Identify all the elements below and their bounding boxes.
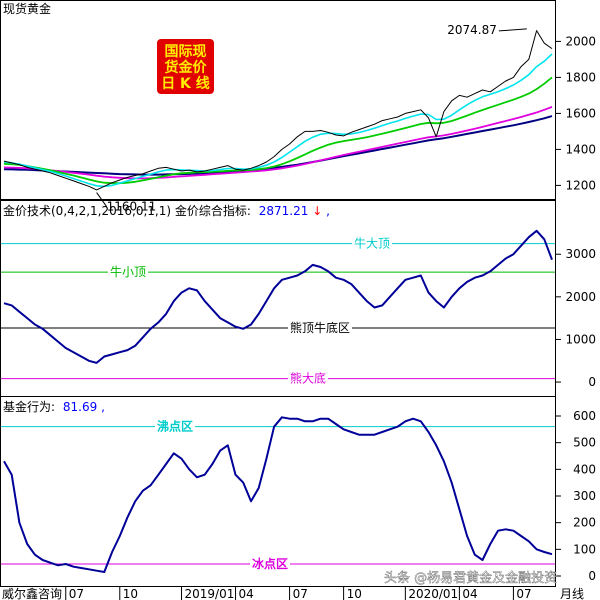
reference-label-bg <box>288 320 352 335</box>
badge-line-1: 国际现 <box>165 44 207 60</box>
x-tick-label: 2020/01 <box>408 587 458 600</box>
reference-label: 冰点区 <box>252 556 288 571</box>
reference-label-bg <box>155 419 195 434</box>
series-ma-longest <box>3 115 553 176</box>
y-tick-label: 1800 <box>565 70 596 84</box>
annotation-high-label: 2074.87 <box>447 23 497 37</box>
down-arrow-icon: ↓ <box>312 204 322 218</box>
fund-panel-frame <box>0 396 556 587</box>
indicator-current-value: 2871.21 <box>259 204 309 218</box>
y-tick-label: 100 <box>573 542 596 556</box>
y-tick-label: 1000 <box>565 332 596 346</box>
x-tick-label: 04 <box>462 587 477 600</box>
fund-current-value: 81.69 <box>63 400 97 414</box>
reference-label: 熊顶牛底区 <box>290 320 350 335</box>
annotation-low-label: 1160.11 <box>107 200 157 214</box>
y-tick-label: 300 <box>573 489 596 503</box>
price-series-group <box>3 30 553 191</box>
y-tick-label: 500 <box>573 436 596 450</box>
y-tick-label: 2000 <box>565 34 596 48</box>
y-tick-label: 400 <box>573 462 596 476</box>
x-tick-label: 威尔鑫咨询 <box>2 586 62 600</box>
panel-frames <box>0 0 556 587</box>
y-tick-label: 1400 <box>565 142 596 156</box>
indicator-series <box>3 229 553 364</box>
y-tick-label: 600 <box>573 409 596 423</box>
indicator-panel-frame <box>0 200 556 397</box>
badge-line-3: 日 K 线 <box>161 75 210 92</box>
y-tick-label: 200 <box>573 516 596 530</box>
x-tick-label: 10 <box>347 587 362 600</box>
x-tick-label: 04 <box>239 587 254 600</box>
badge-line-2: 货金价 <box>164 59 208 76</box>
reference-label: 沸点区 <box>157 419 193 434</box>
reference-label: 牛大顶 <box>354 236 390 251</box>
price-y-axis: 1200 1400 1600 1800 2000 <box>555 34 596 192</box>
reference-label: 牛小顶 <box>110 264 146 279</box>
y-tick-label: 0 <box>588 375 596 389</box>
indicator-title-text: 金价技术(0,4,2,1,2016,0,1,1) 金价综合指标: <box>3 203 251 218</box>
y-tick-label: 1600 <box>565 106 596 120</box>
watermark: 头条 @杨易君黄金及金融投资 <box>384 570 557 586</box>
x-tick-label: 07 <box>516 587 531 600</box>
x-tick-label: 07 <box>293 587 308 600</box>
x-tick-label: 10 <box>123 587 138 600</box>
fund-title-text: 基金行为: <box>3 399 55 414</box>
x-axis-period-label: 月线 <box>560 587 584 600</box>
reference-label-bg <box>250 557 290 571</box>
y-tick-label: 3000 <box>565 247 596 261</box>
price-annotations: 2074.87 1160.11 <box>96 23 527 214</box>
y-tick-label: 2000 <box>565 290 596 304</box>
badge-background <box>157 39 214 94</box>
x-axis: 威尔鑫咨询 07 10 2019/01 04 07 10 2020/01 04 07 月线 <box>2 586 584 600</box>
x-tick-label: 07 <box>69 587 84 600</box>
fund-series <box>3 416 553 573</box>
series-ma-long <box>3 106 553 180</box>
indicator-y-axis: 0 1000 2000 3000 <box>555 247 596 389</box>
series-ma-short <box>3 53 553 188</box>
price-panel-frame <box>0 0 556 200</box>
fund-panel-title: 基金行为: 81.69 , <box>3 399 105 414</box>
annotation-leader <box>498 28 527 32</box>
fund-y-axis: 0 100 200 300 400 500 600 <box>555 409 596 583</box>
reference-label-bg <box>352 236 392 251</box>
badge: 国际现 货金价 日 K 线 <box>157 39 214 94</box>
reference-label-bg <box>288 371 328 386</box>
y-tick-label: 0 <box>588 569 596 583</box>
y-tick-label: 1200 <box>565 178 596 192</box>
indicator-panel-title: 金价技术(0,4,2,1,2016,0,1,1) 金价综合指标: 2871.21… <box>3 203 330 218</box>
series-price <box>3 30 553 191</box>
series-ma-mid <box>3 76 553 185</box>
x-tick-label: 2019/01 <box>185 587 235 600</box>
annotation-leader <box>96 192 108 207</box>
price-panel-title: 现货黄金 <box>3 1 51 16</box>
reference-label: 熊大底 <box>290 371 326 386</box>
reference-label-bg <box>108 265 148 280</box>
